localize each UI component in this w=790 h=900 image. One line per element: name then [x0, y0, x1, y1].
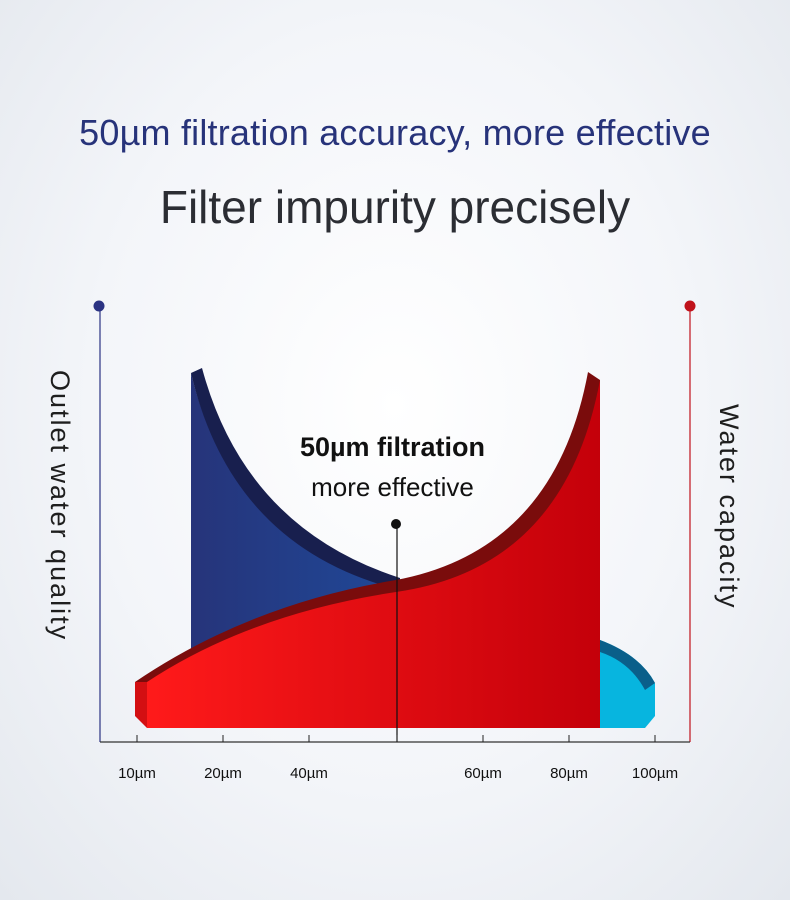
x-tick-label: 10µm	[118, 765, 156, 782]
capacity-area-lip	[135, 682, 147, 728]
x-tick-label: 60µm	[464, 765, 502, 782]
series-water-capacity	[135, 372, 600, 728]
capacity-area	[147, 380, 600, 728]
headline: 50µm filtration accuracy, more effective	[79, 112, 711, 153]
highlight-dot	[391, 519, 401, 529]
capacity-axis-dot	[684, 300, 696, 312]
quality-area-lip	[600, 640, 655, 728]
subheadline: Filter impurity precisely	[159, 181, 631, 233]
highlight-subtitle: more effective	[311, 472, 474, 502]
x-axis-ticks: 10µm 20µm 40µm 60µm 80µm 100µm	[118, 735, 678, 782]
highlight-title: 50µm filtration	[299, 432, 486, 462]
x-tick-label: 40µm	[290, 765, 328, 782]
x-tick-label: 80µm	[550, 765, 588, 782]
x-tick-label: 20µm	[204, 765, 242, 782]
x-tick-label: 100µm	[632, 765, 678, 782]
right-axis-label: Water capacity	[714, 404, 744, 610]
quality-axis-dot	[93, 300, 105, 312]
left-axis-label: Outlet water quality	[45, 370, 75, 642]
quality-area-lip-edge	[600, 640, 655, 690]
